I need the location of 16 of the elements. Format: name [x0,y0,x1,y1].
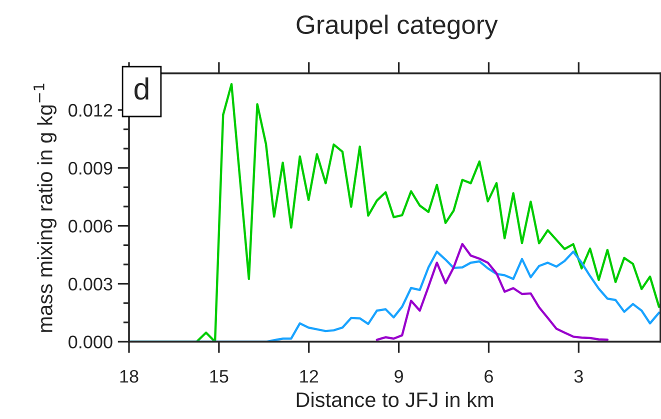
x-axis-title: Distance to JFJ in km [296,392,493,408]
x-tick-label: 12 [300,370,318,383]
y-tick-label: 0.006 [68,220,112,233]
x-tick-label: 3 [574,370,583,383]
y-tick-label: 0.003 [68,278,112,290]
y-tick-label: 0.012 [68,104,112,117]
y-axis-title: mass mixing ratio in g kg$^{−1}$ [34,84,57,332]
x-tick-label: 9 [394,370,403,383]
annotation: d [134,77,148,100]
x-tick-label: 18 [120,370,138,383]
chart-title: Graupel category [296,14,498,40]
line-series [376,242,609,341]
y-tick-label: 0.009 [68,162,112,175]
y-tick-label: 0.000 [68,336,112,348]
x-tick-label: 6 [484,370,493,383]
x-tick-label: 15 [210,370,228,383]
